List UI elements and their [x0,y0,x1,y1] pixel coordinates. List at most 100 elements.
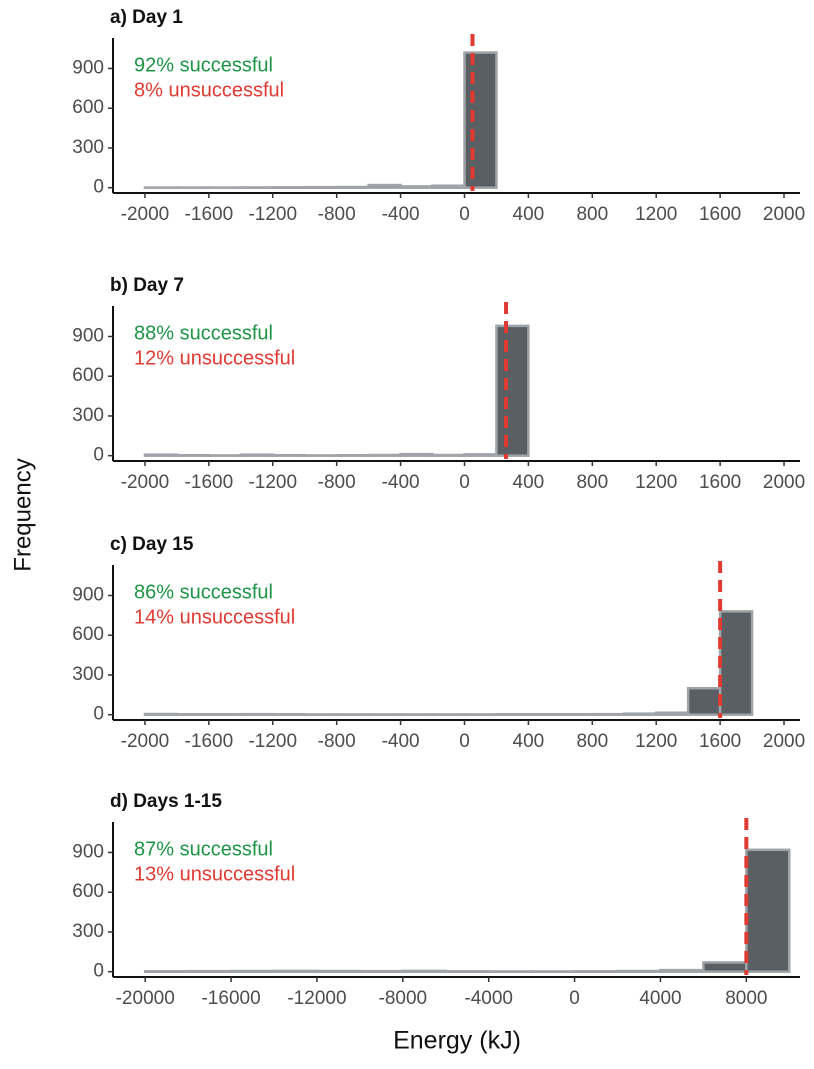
x-tick-label: -1600 [185,204,234,225]
x-tick-label: 400 [513,731,545,752]
annotation: 87% successful [134,838,273,860]
y-tick-label: 900 [72,325,104,346]
x-tick-label: -1200 [248,731,297,752]
histogram-bar [186,969,233,973]
x-tick-label: 1600 [699,472,741,493]
x-tick-label: 400 [513,204,545,225]
histogram-bar [239,712,275,716]
x-tick-label: 800 [576,731,608,752]
histogram-bar [431,453,466,457]
y-tick-label: 300 [72,921,104,942]
annotation: 12% unsuccessful [134,347,295,369]
histogram-bar [143,453,179,457]
histogram-bar [591,712,626,716]
y-tick-label: 900 [72,584,104,605]
histogram-bar [367,183,402,189]
histogram-bar [616,969,662,973]
x-tick-label: -2000 [121,472,170,493]
x-tick-label: -20000 [116,988,175,1009]
x-tick-label: -1200 [248,472,297,493]
histogram-bar [303,185,338,189]
y-tick-label: 600 [72,365,104,386]
histogram-bar [315,969,362,973]
annotation: 92% successful [134,54,273,76]
x-tick-label: -1600 [185,472,234,493]
histogram-bar [271,453,306,457]
panel-title: a) Day 1 [110,7,183,28]
y-tick-label: 300 [72,405,104,426]
panel-title: d) Days 1-15 [110,791,222,812]
histogram-bar [399,185,434,189]
x-tick-label: 1200 [635,204,677,225]
x-tick-label: 0 [569,988,580,1009]
histogram-bar [702,961,748,973]
histogram-bar [175,453,211,457]
y-tick-label: 300 [72,664,104,685]
histogram-bar [358,969,405,973]
x-tick-label: 4000 [639,988,681,1009]
y-tick-label: 300 [72,137,104,158]
y-tick-label: 0 [93,704,104,725]
annotation: 13% unsuccessful [134,863,295,885]
x-tick-label: -400 [382,472,420,493]
y-tick-label: 0 [93,961,104,982]
annotation: 14% unsuccessful [134,606,295,628]
histogram-bar [686,686,722,716]
histogram-bar [431,184,466,189]
histogram-bar [143,712,179,716]
x-tick-label: 2000 [763,472,805,493]
x-tick-label: -800 [318,731,356,752]
x-tick-label: -400 [382,204,420,225]
y-tick-label: 600 [72,881,104,902]
histogram-bar [399,452,434,457]
y-tick-label: 900 [72,841,104,862]
annotation: 8% unsuccessful [134,79,284,101]
histogram-bar [654,711,690,716]
y-tick-label: 0 [93,445,104,466]
y-axis-label: Frequency [9,458,36,571]
x-tick-label: 1600 [699,731,741,752]
histogram-bar [745,848,791,973]
y-tick-label: 600 [72,624,104,645]
x-tick-label: -400 [382,731,420,752]
x-tick-label: 8000 [725,988,767,1009]
histogram-bar [495,324,530,457]
y-tick-label: 0 [93,177,104,198]
x-tick-label: 1600 [699,204,741,225]
x-tick-label: -2000 [121,204,170,225]
x-tick-label: -16000 [201,988,260,1009]
x-tick-label: -4000 [464,988,513,1009]
x-tick-label: 0 [459,731,470,752]
x-tick-label: 400 [513,472,545,493]
histogram-bar [335,185,370,189]
panel-title: c) Day 15 [110,534,194,555]
y-tick-label: 900 [72,57,104,78]
x-tick-label: 0 [459,472,470,493]
annotation: 86% successful [134,581,273,603]
histogram-bar [272,969,319,973]
x-tick-label: 1200 [635,731,677,752]
histogram-bar [659,968,705,973]
x-tick-label: 2000 [763,731,805,752]
x-tick-label: 0 [459,204,470,225]
x-tick-label: 1200 [635,472,677,493]
x-tick-label: -1200 [248,204,297,225]
x-tick-label: -2000 [121,731,170,752]
histogram-bar [718,610,754,716]
x-tick-label: -8000 [379,988,428,1009]
histogram-bar [229,969,276,973]
histogram-bar [239,453,275,457]
x-tick-label: -800 [318,204,356,225]
histogram-bar [463,51,498,189]
histogram-bar [623,712,658,716]
annotation: 88% successful [134,322,273,344]
histogram-bar [401,969,448,973]
x-tick-label: 800 [576,472,608,493]
y-tick-label: 600 [72,97,104,118]
x-tick-label: -1600 [185,731,234,752]
x-tick-label: 800 [576,204,608,225]
panel-title: b) Day 7 [110,275,184,296]
x-axis-label: Energy (kJ) [393,1027,521,1055]
histogram-bar [463,453,498,457]
